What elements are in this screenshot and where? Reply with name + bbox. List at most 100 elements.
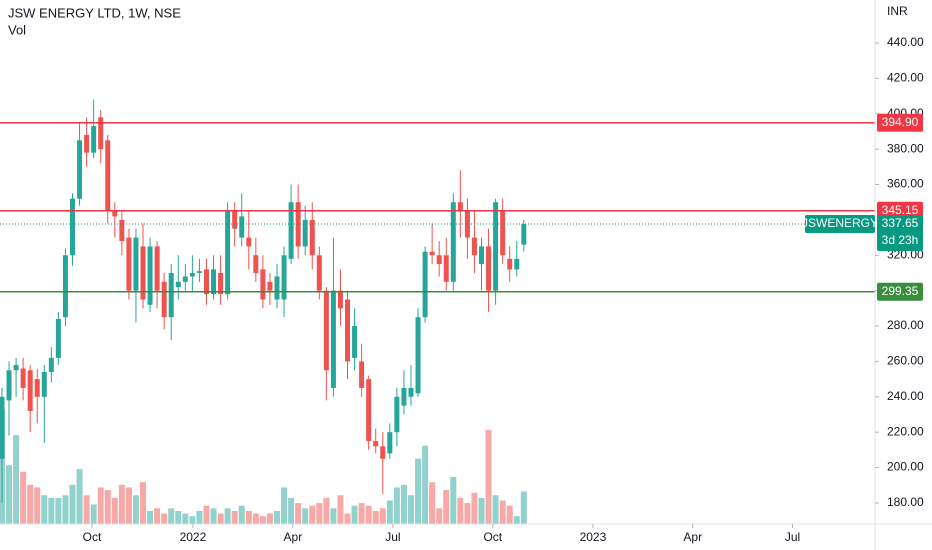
candle-body	[84, 134, 90, 153]
price-line-label: 394.90	[882, 115, 919, 129]
volume-bar	[118, 484, 125, 524]
y-tick-label: 200.00	[887, 460, 924, 474]
volume-bar	[34, 487, 41, 524]
candle-body	[13, 364, 19, 371]
volume-bar	[288, 497, 295, 524]
symbol-tag	[805, 215, 875, 234]
candle-body	[48, 357, 54, 373]
candle-body	[274, 276, 280, 300]
volume-bar	[55, 497, 62, 524]
candle-body	[507, 258, 513, 270]
candle-body	[493, 202, 499, 291]
candle-body	[168, 272, 174, 318]
volume-bar	[393, 487, 400, 524]
price-line-label: 345.15	[882, 203, 919, 217]
volume-bar	[457, 497, 464, 524]
x-tick-label: 2023	[580, 530, 607, 544]
volume-bar	[358, 503, 365, 524]
volume-bar	[344, 513, 351, 524]
volume-bar	[309, 505, 316, 524]
candle-body	[140, 246, 146, 300]
volume-bar	[111, 497, 118, 524]
volume-bar	[443, 490, 450, 524]
volume-bar	[132, 495, 139, 524]
candle-body	[77, 140, 83, 199]
candle-body	[246, 237, 252, 247]
volume-label: Vol	[8, 22, 26, 37]
volume-bar	[27, 484, 34, 524]
volume-bar	[76, 469, 83, 524]
candle-body	[105, 140, 111, 212]
volume-bar	[407, 495, 414, 524]
volume-bar	[147, 510, 154, 524]
last-price-label: 337.65	[882, 216, 919, 230]
volume-bar	[6, 465, 13, 524]
volume-bar	[302, 508, 309, 524]
y-tick-label: 180.00	[887, 495, 924, 509]
candle-body	[112, 211, 118, 217]
candle-body	[514, 258, 520, 270]
volume-bar	[140, 482, 147, 524]
candle-body	[345, 299, 351, 362]
candle-body	[352, 326, 358, 358]
x-tick-label: Oct	[483, 530, 502, 544]
x-tick-label: Apr	[284, 530, 303, 544]
candle-body	[218, 272, 224, 295]
candle-body	[288, 202, 294, 259]
candle-body	[55, 318, 61, 358]
volume-bar	[471, 492, 478, 524]
candle-body	[337, 290, 343, 309]
volume-bar	[175, 510, 182, 524]
volume-bar	[41, 495, 48, 524]
volume-bar	[189, 516, 196, 524]
volume-bar	[13, 435, 20, 524]
candle-body	[302, 219, 308, 247]
candle-body	[225, 211, 231, 295]
candle-body	[500, 211, 506, 256]
candle-body	[323, 290, 329, 371]
candle-body	[471, 237, 477, 256]
volume-bar	[485, 429, 492, 524]
candle-body	[457, 202, 463, 212]
candle-body	[366, 379, 372, 442]
candle-body	[196, 271, 202, 273]
y-tick-label: 420.00	[887, 71, 924, 85]
candle-body	[133, 237, 139, 291]
volume-bar	[231, 510, 238, 524]
volume-bar	[154, 508, 161, 524]
candle-body	[91, 126, 97, 153]
volume-bar	[245, 510, 252, 524]
volume-bar	[83, 495, 90, 524]
volume-bar	[337, 495, 344, 524]
y-tick-label: 260.00	[887, 354, 924, 368]
candle-body	[408, 387, 414, 397]
volume-bar	[506, 505, 513, 524]
candle-body	[34, 379, 40, 397]
volume-bar	[365, 505, 372, 524]
price-line-tag	[877, 113, 923, 132]
candle-body	[479, 246, 485, 265]
volume-bar	[323, 497, 330, 524]
volume-bar	[238, 505, 245, 524]
volume-bar	[513, 516, 520, 524]
volume-bar	[351, 505, 358, 524]
candle-body	[189, 272, 195, 277]
volume-bar	[422, 445, 429, 524]
volume-bar	[69, 484, 76, 524]
volume-bar	[125, 487, 132, 524]
candle-body	[330, 290, 336, 388]
x-tick-label: Oct	[83, 530, 102, 544]
volume-bar	[196, 510, 203, 524]
volume-bar	[62, 495, 69, 524]
candle-body	[62, 255, 68, 318]
candle-body	[267, 281, 273, 291]
candle-body	[295, 202, 301, 247]
volume-bar	[429, 482, 436, 524]
volume-bar	[97, 487, 104, 524]
candle-body	[239, 216, 245, 238]
volume-bar	[203, 505, 210, 524]
candle-body	[98, 117, 104, 150]
candle-body	[443, 255, 449, 282]
